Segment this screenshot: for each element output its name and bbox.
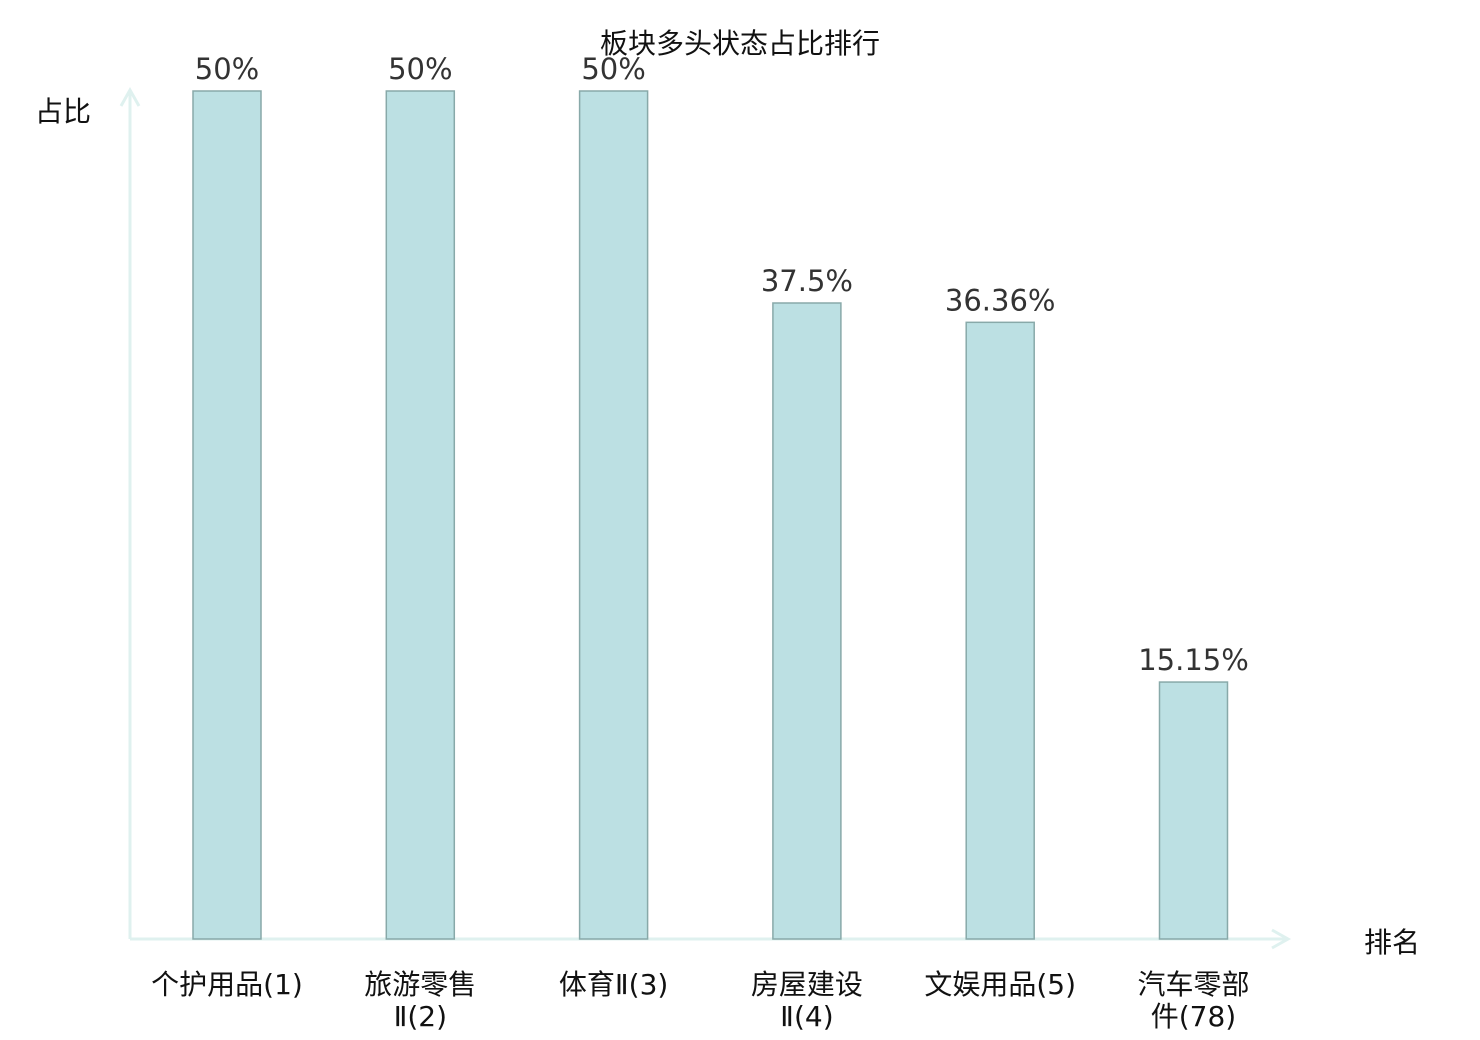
bar (385, 90, 456, 940)
value-label: 50% (195, 52, 259, 86)
x-axis-label: 排名 (1364, 926, 1420, 959)
bar (578, 90, 649, 940)
bar (772, 302, 842, 940)
y-axis-label: 占比 (35, 95, 91, 128)
category-label: Ⅱ(2) (394, 1000, 447, 1033)
category-label: 个护用品(1) (151, 968, 303, 1001)
x-axis-arrow-icon (1271, 928, 1292, 950)
value-label: 50% (388, 52, 452, 86)
bar (965, 321, 1035, 940)
bars (192, 90, 1229, 940)
category-label: 体育Ⅱ(3) (559, 968, 668, 1001)
value-label: 37.5% (761, 264, 853, 298)
category-label: 旅游零售 (364, 968, 476, 1001)
category-label: 汽车零部 (1137, 968, 1249, 1001)
value-label: 50% (581, 52, 645, 86)
value-label: 15.15% (1138, 643, 1249, 677)
category-label: 文娱用品(5) (924, 968, 1076, 1001)
axes (119, 86, 1292, 950)
category-label: 件(78) (1151, 1000, 1236, 1033)
category-label: 房屋建设 (751, 968, 863, 1001)
chart-title: 板块多头状态占比排行 (600, 27, 880, 60)
y-axis-arrow-icon (119, 86, 141, 107)
category-label: Ⅱ(4) (780, 1000, 833, 1033)
value-label: 36.36% (945, 283, 1056, 317)
bar (1158, 681, 1229, 940)
bar (192, 90, 262, 940)
